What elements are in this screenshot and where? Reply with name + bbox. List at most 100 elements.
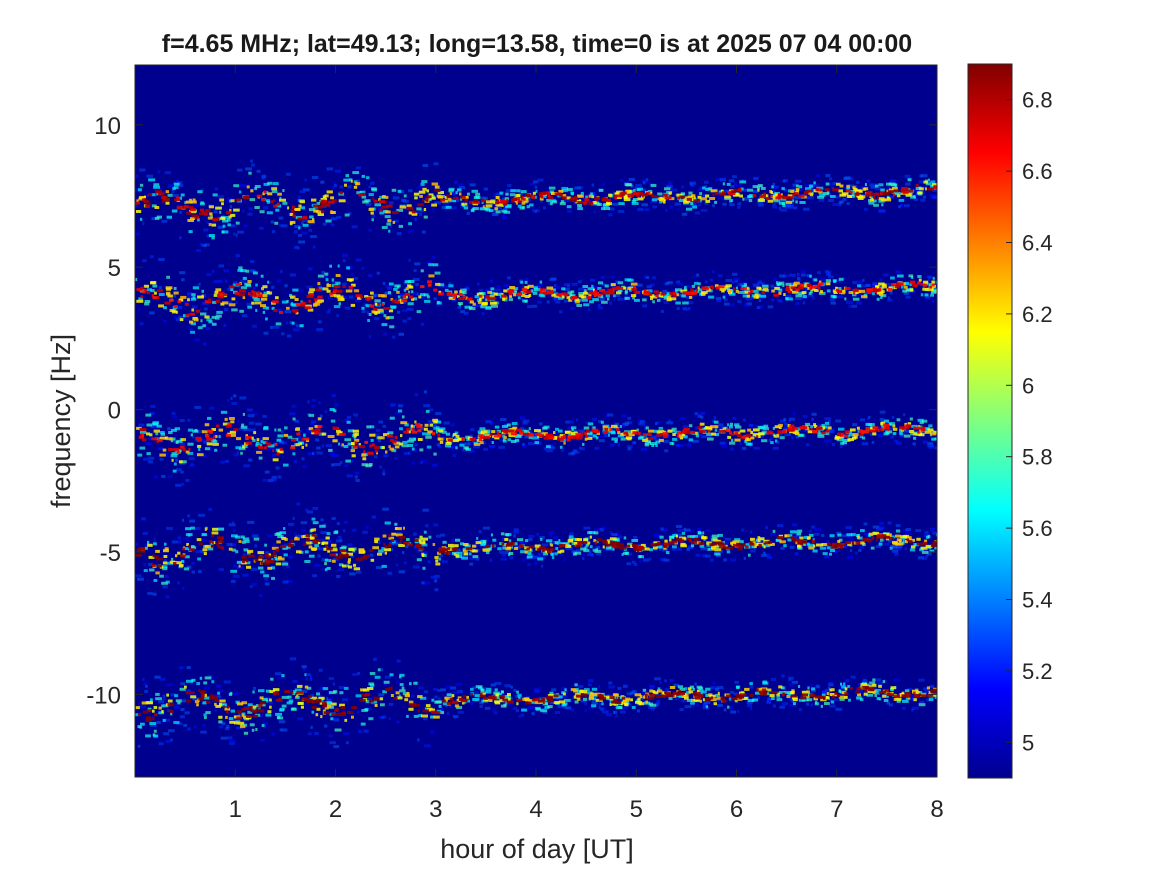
trace-cell xyxy=(875,428,879,432)
trace-cell xyxy=(155,432,159,436)
trace-cell xyxy=(420,285,425,289)
trace-cell xyxy=(226,543,233,546)
trace-cell xyxy=(836,295,844,299)
trace-cell xyxy=(822,432,830,435)
trace-cell xyxy=(485,200,492,204)
trace-cell xyxy=(795,196,802,200)
trace-cell xyxy=(446,194,450,198)
trace-cell xyxy=(826,191,830,195)
trace-cell xyxy=(248,292,251,296)
trace-cell xyxy=(471,189,478,193)
trace-cell xyxy=(236,437,242,441)
trace-cell xyxy=(483,548,491,552)
trace-cell xyxy=(874,184,879,188)
trace-cell xyxy=(389,416,395,420)
trace-cell xyxy=(212,218,218,222)
trace-cell xyxy=(513,528,519,532)
trace-cell xyxy=(266,306,270,310)
trace-cell xyxy=(371,310,376,314)
trace-cell xyxy=(406,204,412,208)
trace-cell xyxy=(299,200,305,204)
trace-cell xyxy=(730,541,736,545)
trace-cell xyxy=(735,286,738,290)
trace-cell xyxy=(295,534,302,538)
trace-cell xyxy=(558,189,564,193)
trace-cell xyxy=(577,287,585,291)
trace-cell xyxy=(301,457,305,461)
trace-cell xyxy=(182,518,184,522)
trace-cell xyxy=(763,427,769,431)
trace-cell xyxy=(221,202,224,206)
trace-cell xyxy=(472,439,475,443)
trace-cell xyxy=(149,433,153,437)
trace-cell xyxy=(605,294,610,298)
trace-cell xyxy=(527,551,532,555)
trace-cell xyxy=(719,429,726,433)
trace-cell xyxy=(307,308,314,312)
trace-cell xyxy=(599,298,605,302)
trace-cell xyxy=(315,428,321,432)
trace-cell xyxy=(590,192,593,196)
trace-cell xyxy=(721,289,725,293)
trace-cell xyxy=(205,209,211,213)
trace-cell xyxy=(700,197,707,201)
trace-cell xyxy=(360,192,366,196)
trace-cell xyxy=(465,195,469,199)
trace-cell xyxy=(424,423,429,427)
trace-cell xyxy=(830,294,836,298)
trace-cell xyxy=(924,293,929,297)
trace-cell xyxy=(426,432,431,436)
trace-cell xyxy=(387,316,394,319)
trace-cell xyxy=(480,305,487,309)
trace-cell xyxy=(865,193,872,197)
trace-cell xyxy=(263,427,269,431)
trace-cell xyxy=(376,271,380,275)
trace-cell xyxy=(813,181,816,185)
trace-cell xyxy=(249,585,253,588)
trace-cell xyxy=(200,208,204,212)
trace-cell xyxy=(561,187,569,190)
trace-cell xyxy=(651,295,658,299)
trace-cell xyxy=(699,186,703,190)
trace-cell xyxy=(780,208,787,212)
trace-cell xyxy=(545,539,553,543)
trace-cell xyxy=(929,194,937,198)
trace-cell xyxy=(775,538,782,542)
trace-cell xyxy=(791,426,799,430)
trace-cell xyxy=(381,303,385,307)
trace-cell xyxy=(155,571,160,575)
trace-cell xyxy=(872,426,879,430)
trace-cell xyxy=(877,288,882,292)
trace-cell xyxy=(337,568,345,572)
trace-cell xyxy=(377,439,381,443)
trace-cell xyxy=(792,539,796,543)
trace-cell xyxy=(559,552,564,556)
trace-cell xyxy=(399,205,407,209)
trace-cell xyxy=(203,440,210,444)
trace-cell xyxy=(892,427,898,431)
trace-cell xyxy=(355,432,359,436)
trace-cell xyxy=(664,196,672,200)
trace-cell xyxy=(323,202,328,206)
trace-cell xyxy=(872,531,880,535)
trace-cell xyxy=(423,208,427,211)
trace-cell xyxy=(433,452,437,456)
trace-cell xyxy=(905,528,911,532)
trace-cell xyxy=(304,178,307,182)
trace-cell xyxy=(324,558,329,562)
trace-cell xyxy=(534,441,539,445)
trace-cell xyxy=(144,300,151,303)
trace-cell xyxy=(856,689,863,693)
trace-cell xyxy=(694,412,699,416)
trace-cell xyxy=(433,297,438,301)
trace-cell xyxy=(659,535,664,539)
trace-cell xyxy=(777,299,781,302)
trace-cell xyxy=(899,426,905,430)
trace-cell xyxy=(724,189,730,193)
trace-cell xyxy=(838,427,845,431)
trace-cell xyxy=(684,528,691,532)
trace-cell xyxy=(594,549,602,553)
trace-cell xyxy=(931,289,937,293)
trace-cell xyxy=(151,437,158,441)
trace-cell xyxy=(887,521,892,525)
